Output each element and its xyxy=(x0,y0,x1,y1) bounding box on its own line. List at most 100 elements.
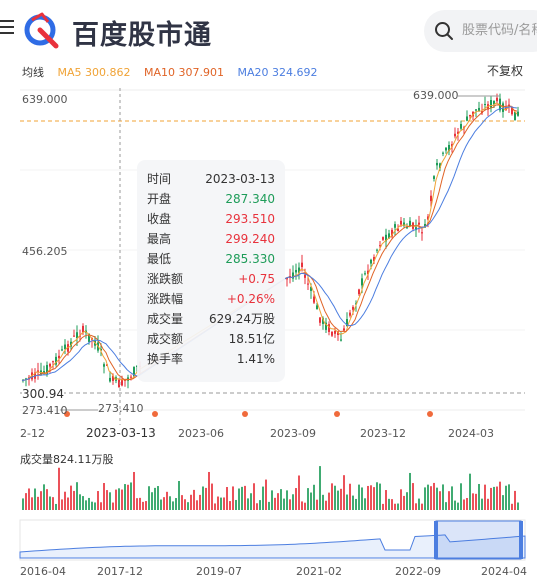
nav-label: 2019-07 xyxy=(196,565,242,578)
candle-body xyxy=(343,328,345,331)
candle-body xyxy=(379,245,381,247)
volume-bar xyxy=(127,484,129,510)
search-box[interactable] xyxy=(424,10,537,52)
volume-bar xyxy=(277,493,279,510)
tooltip-row: 最高 299.240 xyxy=(147,229,275,249)
volume-bar xyxy=(118,488,120,510)
candle-body xyxy=(103,364,105,367)
navigator-handle-left[interactable] xyxy=(434,521,438,559)
volume-bar xyxy=(466,497,468,510)
volume-bar xyxy=(409,472,411,510)
volume-bar xyxy=(484,484,486,510)
menu-icon[interactable] xyxy=(0,20,14,36)
volume-bar xyxy=(415,503,417,510)
volume-bar xyxy=(313,484,315,510)
volume-bar xyxy=(157,486,159,510)
ma20-value: MA20 324.692 xyxy=(237,66,318,79)
volume-bar xyxy=(367,485,369,510)
event-dot[interactable] xyxy=(242,411,248,417)
tooltip-value: 18.51亿 xyxy=(228,332,275,346)
candle-body xyxy=(112,375,114,381)
candle-body xyxy=(349,312,351,316)
tooltip-row: 最低 285.330 xyxy=(147,249,275,269)
tooltip-panel: 时间 2023-03-13 开盘 287.340 收盘 293.510 最高 299.240 最… xyxy=(137,160,285,382)
candle-body xyxy=(385,234,387,242)
volume-bar xyxy=(184,499,186,510)
volume-bar xyxy=(430,486,432,510)
volume-bar xyxy=(391,499,393,510)
volume-bar xyxy=(517,502,519,510)
adjust-selector[interactable]: 不复权 xyxy=(487,64,524,78)
candle-body xyxy=(397,228,399,232)
volume-bar xyxy=(421,503,423,510)
navigator-handle-right[interactable] xyxy=(519,521,523,559)
tooltip-label: 最低 xyxy=(147,252,172,266)
volume-bar xyxy=(280,489,282,510)
navigator-window[interactable] xyxy=(435,520,522,560)
nav-label: 2022-09 xyxy=(395,565,441,578)
volume-bar xyxy=(115,489,117,510)
volume-bar xyxy=(100,502,102,510)
tooltip-row: 成交量 629.24万股 xyxy=(147,309,275,329)
volume-bar xyxy=(178,480,180,510)
volume-bar xyxy=(76,482,78,510)
tooltip-value: 293.510 xyxy=(225,212,275,226)
search-icon[interactable] xyxy=(434,21,454,41)
tooltip-label: 最高 xyxy=(147,232,172,246)
logo-icon xyxy=(24,12,59,49)
volume-bar xyxy=(181,495,183,510)
volume-bar xyxy=(190,494,192,510)
volume-bar xyxy=(193,489,195,510)
volume-bar xyxy=(379,483,381,510)
volume-bar xyxy=(112,502,114,510)
volume-bar xyxy=(85,500,87,510)
event-dot[interactable] xyxy=(427,411,433,417)
candle-body xyxy=(400,220,402,225)
candle-body xyxy=(478,107,480,112)
volume-bar xyxy=(37,496,39,510)
volume-bar xyxy=(328,492,330,510)
candle-body xyxy=(364,273,366,275)
volume-bar xyxy=(43,484,45,510)
volume-bar xyxy=(283,498,285,510)
candle-body xyxy=(292,272,294,279)
tooltip-label: 成交量 xyxy=(147,312,184,326)
volume-bar xyxy=(103,483,105,510)
candle-body xyxy=(295,269,297,273)
event-dot[interactable] xyxy=(152,411,158,417)
volume-bar xyxy=(253,483,255,510)
search-input[interactable] xyxy=(462,10,537,52)
tooltip-row: 收盘 293.510 xyxy=(147,209,275,229)
volume-bar xyxy=(73,490,75,510)
candle-body xyxy=(133,366,135,377)
volume-label: 成交量824.11万股 xyxy=(20,453,114,466)
tooltip-value: 287.340 xyxy=(225,192,275,206)
volume-bar xyxy=(22,498,24,510)
event-dot[interactable] xyxy=(64,411,70,417)
volume-bar xyxy=(136,498,138,510)
candle-body xyxy=(25,378,27,380)
price-axis-top: 639.000 xyxy=(22,93,68,106)
tooltip-label: 时间 xyxy=(147,172,172,186)
candle-body xyxy=(61,349,63,351)
x-label: 2023-12 xyxy=(360,427,406,440)
volume-bar xyxy=(322,494,324,510)
candle-body xyxy=(46,365,48,375)
volume-bar xyxy=(88,497,90,510)
x-label: 2024-03 xyxy=(448,427,494,440)
volume-bar xyxy=(346,494,348,510)
volume-bar xyxy=(496,486,498,510)
tooltip-value: 1.41% xyxy=(236,352,275,366)
volume-bar xyxy=(139,497,141,510)
candle-body xyxy=(421,232,423,234)
volume-bar xyxy=(490,487,492,510)
volume-bar xyxy=(499,481,501,510)
candle-body xyxy=(433,176,435,179)
candle-body xyxy=(436,162,438,166)
volume-bar xyxy=(175,498,177,510)
candle-body xyxy=(124,379,126,381)
event-dot[interactable] xyxy=(334,411,340,417)
ma5-value: MA5 300.862 xyxy=(57,66,131,79)
candle-body xyxy=(418,222,420,225)
tooltip-value: +0.26% xyxy=(226,292,275,306)
